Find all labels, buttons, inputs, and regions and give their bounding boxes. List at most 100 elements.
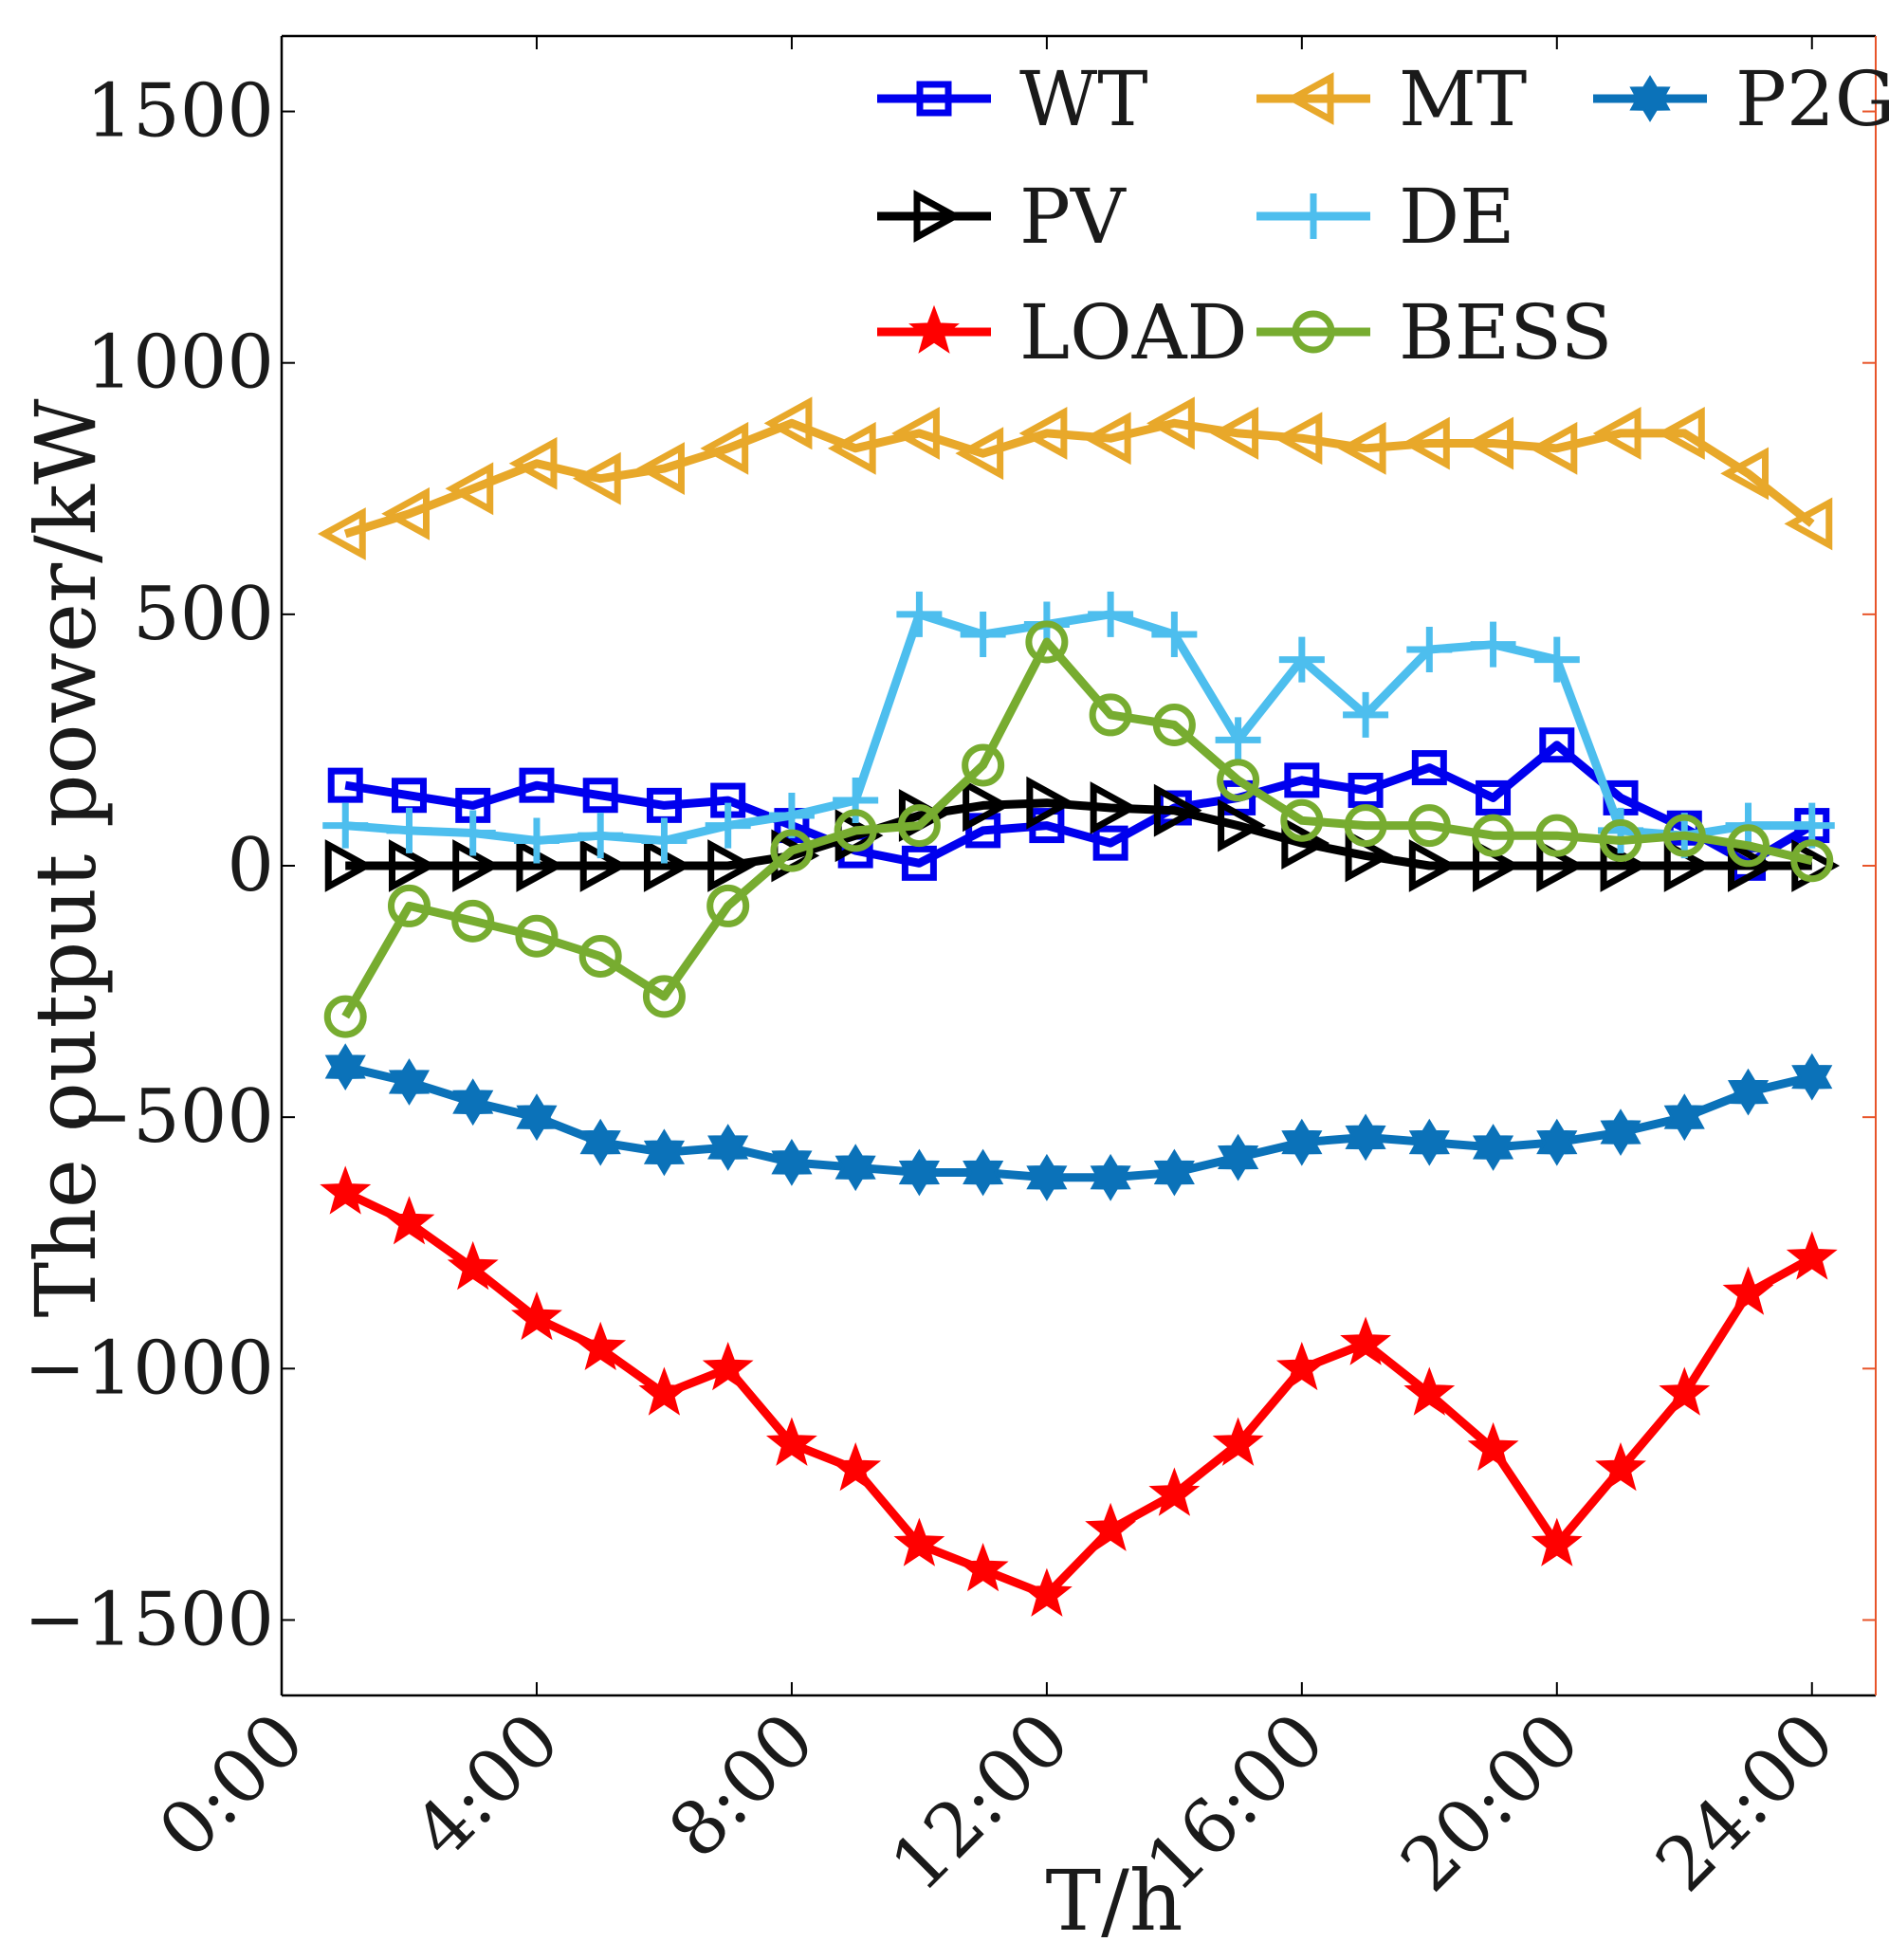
data-point-p2g <box>516 1093 558 1142</box>
data-point-load <box>383 1196 435 1245</box>
data-point-bess <box>451 899 495 943</box>
data-point-bess <box>1727 824 1770 868</box>
data-point-mt <box>1082 412 1131 466</box>
data-point-mt <box>955 427 1004 481</box>
legend-label-pv: PV <box>1019 173 1127 261</box>
data-point-pv <box>1026 776 1075 830</box>
data-point-load <box>638 1366 690 1416</box>
data-point-load <box>510 1291 562 1341</box>
data-point-mt <box>1146 396 1195 450</box>
y-axis-label: The output power/kW <box>17 398 115 1318</box>
data-point-p2g <box>579 1118 621 1166</box>
data-point-bess <box>1280 798 1324 842</box>
data-point-de <box>513 817 559 864</box>
y-tick-label: −500 <box>71 1074 274 1160</box>
data-point-p2g <box>1281 1118 1323 1166</box>
legend-marker-p2g <box>1629 75 1671 122</box>
data-point-bess <box>515 914 559 958</box>
data-point-bess <box>1599 818 1642 862</box>
data-point-mt <box>1529 421 1578 475</box>
data-point-de <box>1406 626 1453 672</box>
data-point-p2g <box>1536 1118 1578 1166</box>
data-point-mt <box>636 442 685 495</box>
data-point-de <box>641 817 688 864</box>
data-point-wt <box>1092 825 1128 861</box>
data-point-p2g <box>1026 1153 1068 1201</box>
data-point-mt <box>763 396 813 450</box>
data-point-mt <box>1337 421 1386 475</box>
data-point-bess <box>1217 759 1260 802</box>
data-point-bess <box>834 809 877 852</box>
data-point-mt <box>891 407 940 460</box>
data-point-load <box>957 1543 1009 1592</box>
data-point-bess <box>897 804 941 848</box>
data-point-p2g <box>771 1139 813 1186</box>
data-point-de <box>578 813 624 859</box>
data-point-bess <box>1472 814 1515 857</box>
legend-marker-bess <box>1292 310 1335 354</box>
legend-marker-pv <box>913 190 963 243</box>
data-point-p2g <box>963 1148 1004 1197</box>
data-point-de <box>705 802 751 849</box>
data-point-pv <box>1728 839 1776 892</box>
data-point-de <box>1343 691 1389 738</box>
data-point-de <box>386 807 432 853</box>
data-point-de <box>1533 636 1580 683</box>
legend-label-p2g: P2G <box>1735 55 1889 143</box>
data-point-p2g <box>1727 1068 1770 1116</box>
legend-item-bess: BESS <box>1256 288 1612 376</box>
data-point-bess <box>706 884 750 927</box>
y-tick-label: −1500 <box>24 1577 274 1662</box>
legend-marker-load <box>908 304 960 354</box>
data-point-pv <box>1281 816 1330 870</box>
data-point-pv <box>1408 839 1458 892</box>
data-point-mt <box>700 421 749 475</box>
data-point-wt <box>901 845 937 881</box>
x-axis-label: T/h <box>1045 1852 1183 1950</box>
data-point-bess <box>642 975 686 1018</box>
data-point-wt <box>582 778 618 814</box>
data-point-mt <box>508 436 558 490</box>
data-point-p2g <box>324 1043 366 1090</box>
y-tick-label: 500 <box>133 572 274 657</box>
legend-item-load: LOAD <box>877 288 1248 376</box>
data-point-load <box>830 1442 882 1492</box>
data-point-load <box>893 1517 945 1566</box>
legend: WT MT P2G PV DE LOAD BESS <box>877 55 1889 376</box>
data-point-load <box>1340 1316 1392 1365</box>
legend-label-de: DE <box>1399 173 1515 261</box>
data-point-pv <box>707 839 756 892</box>
data-point-de <box>1278 636 1325 683</box>
data-point-bess <box>1535 814 1579 857</box>
y-tick-label: −1000 <box>24 1326 274 1411</box>
series-line-pv <box>345 798 1812 870</box>
data-point-p2g <box>643 1128 686 1177</box>
legend-label-mt: MT <box>1399 55 1527 143</box>
data-point-bess <box>1152 704 1196 747</box>
data-point-p2g <box>1600 1108 1641 1157</box>
legend-label-wt: WT <box>1019 55 1148 143</box>
data-point-mt <box>1402 416 1450 470</box>
data-point-mt <box>381 486 430 540</box>
data-point-p2g <box>1153 1148 1195 1197</box>
data-point-p2g <box>834 1144 876 1192</box>
y-tick-label: 1500 <box>85 69 274 155</box>
series-load <box>320 1165 1838 1617</box>
series-p2g <box>324 1043 1833 1201</box>
data-point-de <box>1470 621 1516 668</box>
data-point-de <box>896 591 943 637</box>
data-point-load <box>1722 1266 1774 1315</box>
data-point-pv <box>388 839 437 892</box>
legend-label-load: LOAD <box>1019 288 1248 376</box>
data-point-p2g <box>1090 1153 1131 1201</box>
data-point-mt <box>1784 497 1833 551</box>
data-point-de <box>322 802 369 849</box>
data-point-load <box>1467 1421 1519 1472</box>
data-point-de <box>1215 717 1261 763</box>
data-point-bess <box>770 829 814 872</box>
legend-marker-de <box>1291 193 1336 239</box>
data-point-bess <box>578 934 622 978</box>
data-point-load <box>1275 1341 1328 1391</box>
data-point-bess <box>387 884 431 927</box>
